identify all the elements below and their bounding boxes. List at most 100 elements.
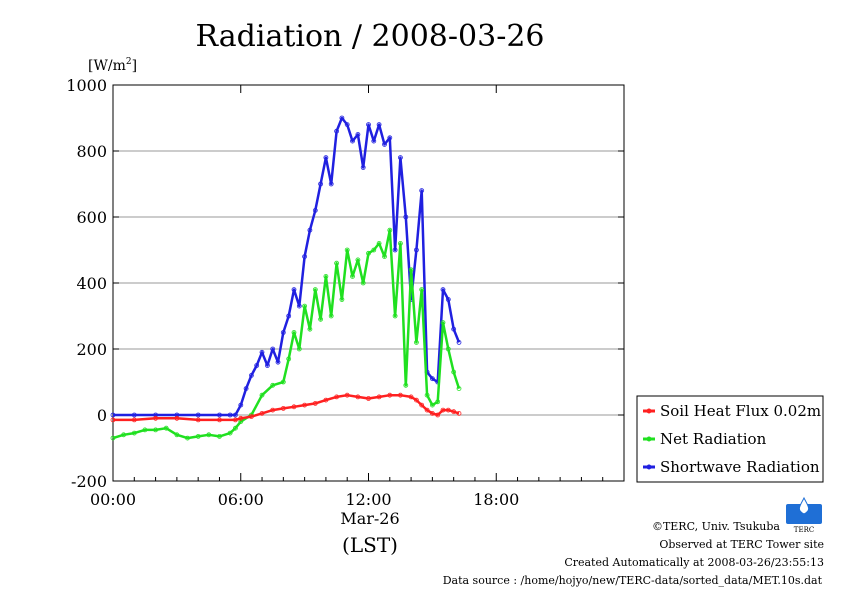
series-point-1 bbox=[296, 346, 302, 352]
series-point-1 bbox=[174, 432, 180, 438]
series-point-0 bbox=[195, 417, 201, 423]
legend-marker bbox=[646, 464, 652, 470]
series-point-2 bbox=[451, 326, 457, 332]
series-point-0 bbox=[456, 410, 462, 416]
series-point-1 bbox=[371, 247, 377, 253]
series-point-2 bbox=[280, 330, 286, 335]
y-tick-label: 200 bbox=[76, 340, 107, 359]
series-point-2 bbox=[376, 122, 382, 127]
series-point-0 bbox=[376, 394, 382, 400]
series-point-0 bbox=[445, 407, 451, 413]
series-point-0 bbox=[302, 402, 308, 408]
series-point-1 bbox=[163, 425, 169, 431]
series-point-0 bbox=[344, 392, 350, 398]
series-point-2 bbox=[217, 412, 222, 418]
y-tick-label: 800 bbox=[76, 142, 107, 161]
series-point-1 bbox=[360, 280, 366, 286]
y-axis: -200 0 200 400 600 800 1000 bbox=[66, 76, 624, 491]
series-point-1 bbox=[307, 326, 313, 332]
terc-logo-text: TERC bbox=[794, 526, 814, 534]
copyright-text: ©TERC, Univ. Tsukuba bbox=[652, 520, 780, 533]
series-point-2 bbox=[387, 135, 393, 141]
series-point-1 bbox=[366, 250, 371, 256]
series-point-1 bbox=[302, 303, 308, 309]
series-point-2 bbox=[302, 254, 308, 260]
series-point-2 bbox=[259, 349, 265, 355]
series-point-2 bbox=[323, 155, 329, 161]
series-point-1 bbox=[403, 382, 409, 388]
series-point-1 bbox=[291, 330, 297, 335]
series-point-1 bbox=[270, 382, 276, 388]
series-point-2 bbox=[355, 132, 361, 137]
legend-label: Shortwave Radiation bbox=[660, 458, 820, 476]
chart-title: Radiation / 2008-03-26 bbox=[195, 19, 544, 54]
series-point-2 bbox=[344, 122, 350, 127]
water-drop-icon bbox=[798, 496, 810, 515]
series-point-1 bbox=[451, 369, 457, 375]
series-point-1 bbox=[131, 430, 137, 436]
series-point-2 bbox=[328, 181, 334, 187]
series-point-2 bbox=[232, 412, 238, 418]
series-point-2 bbox=[392, 247, 398, 253]
x-tick-label: 18:00 bbox=[473, 490, 519, 509]
series-point-0 bbox=[217, 417, 222, 423]
series-point-1 bbox=[280, 379, 286, 385]
series-point-1 bbox=[232, 425, 238, 431]
y-unit-close: ] bbox=[132, 58, 137, 74]
series-point-2 bbox=[445, 297, 451, 302]
series-point-2 bbox=[339, 115, 345, 121]
y-tick-label: 0 bbox=[97, 406, 107, 425]
series-point-2 bbox=[153, 412, 159, 418]
series-point-0 bbox=[280, 405, 286, 411]
series-point-2 bbox=[264, 363, 270, 368]
series-point-1 bbox=[121, 432, 126, 438]
series-point-1 bbox=[185, 435, 190, 441]
y-tick-label: 1000 bbox=[66, 76, 107, 95]
observed-text: Observed at TERC Tower site bbox=[659, 538, 824, 551]
x-axis-title: (LST) bbox=[342, 533, 398, 557]
series-point-1 bbox=[312, 287, 318, 293]
series-point-2 bbox=[296, 303, 302, 309]
y-unit-superscript: 2 bbox=[126, 57, 132, 67]
series-point-1 bbox=[323, 273, 329, 279]
series-point-0 bbox=[248, 414, 254, 420]
series-point-0 bbox=[429, 410, 435, 416]
series-point-0 bbox=[355, 394, 361, 400]
series-point-2 bbox=[248, 372, 254, 378]
series-point-2 bbox=[243, 386, 249, 392]
y-tick-label: -200 bbox=[71, 472, 107, 491]
series-point-0 bbox=[424, 407, 430, 413]
y-tick-label: 600 bbox=[76, 208, 107, 227]
series-point-2 bbox=[371, 138, 377, 144]
series-point-1 bbox=[435, 399, 441, 405]
series-point-0 bbox=[259, 410, 265, 416]
series-point-1 bbox=[397, 240, 403, 246]
legend-marker bbox=[646, 436, 652, 442]
series-point-1 bbox=[217, 433, 222, 439]
series-point-0 bbox=[435, 412, 441, 418]
series-point-2 bbox=[366, 122, 371, 127]
series-point-2 bbox=[307, 227, 313, 233]
series-point-1 bbox=[344, 247, 350, 253]
series-point-1 bbox=[286, 356, 292, 362]
series-point-2 bbox=[382, 141, 387, 147]
series-point-0 bbox=[366, 396, 371, 401]
series-point-1 bbox=[195, 433, 201, 439]
series-point-2 bbox=[413, 247, 419, 253]
series-point-1 bbox=[153, 427, 159, 433]
series-point-2 bbox=[110, 412, 116, 418]
series-point-0 bbox=[232, 417, 238, 423]
series-line-1 bbox=[112, 228, 461, 440]
series-point-0 bbox=[440, 407, 446, 413]
series-point-0 bbox=[174, 415, 180, 421]
series-point-2 bbox=[403, 214, 409, 220]
series-point-1 bbox=[318, 316, 324, 322]
legend-label: Net Radiation bbox=[660, 430, 767, 448]
y-unit-base: [W/m bbox=[88, 58, 126, 74]
series-point-2 bbox=[318, 181, 324, 187]
grid-lines bbox=[113, 150, 624, 416]
series-point-1 bbox=[350, 273, 355, 279]
series-point-2 bbox=[419, 188, 425, 194]
